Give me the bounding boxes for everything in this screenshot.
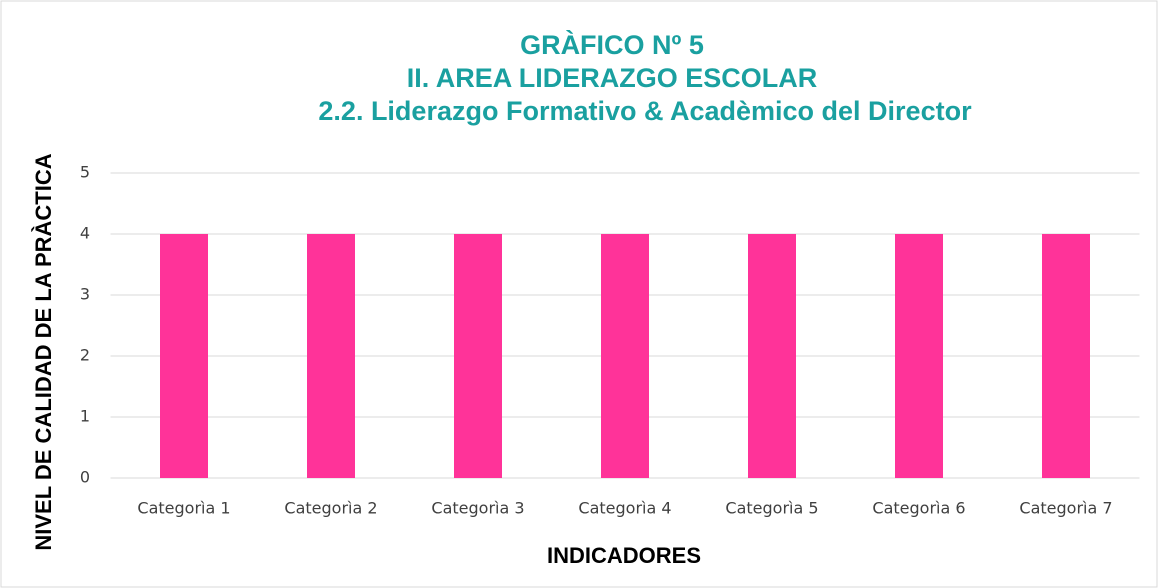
x-tick-label: Categorìa 4 xyxy=(578,499,671,518)
bar xyxy=(748,234,796,478)
bar xyxy=(307,234,355,478)
chart-title: 2.2. Liderazgo Formativo & Acadèmico del… xyxy=(318,96,972,126)
x-tick-label: Categorìa 6 xyxy=(872,499,965,518)
y-tick-label: 2 xyxy=(80,346,90,365)
chart-title: GRÀFICO Nº 5 xyxy=(520,29,704,60)
y-tick-label: 0 xyxy=(80,468,90,487)
x-tick-label: Categorìa 7 xyxy=(1019,499,1112,518)
x-axis-title: INDICADORES xyxy=(547,543,701,568)
bar xyxy=(160,234,208,478)
y-tick-label: 5 xyxy=(80,163,90,182)
bar xyxy=(895,234,943,478)
bar xyxy=(601,234,649,478)
x-tick-label: Categorìa 1 xyxy=(137,499,230,518)
bar xyxy=(1042,234,1090,478)
bar xyxy=(454,234,502,478)
y-axis-title: NIVEL DE CALIDAD DE LA PRÀCTICA xyxy=(31,153,56,550)
y-tick-label: 1 xyxy=(80,407,90,426)
x-tick-label: Categorìa 2 xyxy=(284,499,377,518)
x-tick-label: Categorìa 5 xyxy=(725,499,818,518)
x-tick-label: Categorìa 3 xyxy=(431,499,524,518)
chart-title: II. AREA LIDERAZGO ESCOLAR xyxy=(407,63,818,93)
y-tick-label: 4 xyxy=(80,224,90,243)
y-tick-label: 3 xyxy=(80,285,90,304)
